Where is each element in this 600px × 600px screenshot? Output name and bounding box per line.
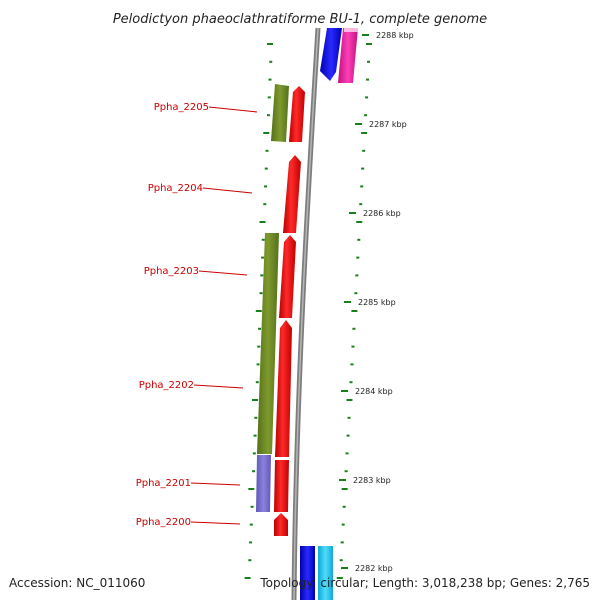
gene-features — [256, 28, 358, 600]
scale-label: 2284 kbp — [355, 387, 393, 396]
gene-leader-line — [208, 106, 258, 113]
scale-label: 2282 kbp — [355, 564, 393, 573]
topology-text: Topology: circular; Length: 3,018,238 bp… — [260, 576, 590, 590]
gene-label[interactable]: Ppha_2200 — [136, 517, 191, 528]
gene-label-item[interactable]: Ppha_2200 — [136, 517, 241, 528]
gene-label[interactable]: Ppha_2204 — [148, 183, 203, 194]
cds-ppha-2200[interactable] — [274, 513, 288, 536]
cds-ppha-2204[interactable] — [283, 155, 301, 233]
scale-label: 2283 kbp — [353, 476, 391, 485]
scale-mark: 2285 kbp — [344, 298, 396, 307]
scale-mark: 2282 kbp — [341, 564, 393, 573]
gene-label-item[interactable]: Ppha_2202 — [139, 380, 244, 391]
genome-backbone-highlight — [293, 27, 319, 600]
gene-label[interactable]: Ppha_2203 — [144, 266, 199, 277]
scale-mark: 2288 kbp — [362, 31, 414, 40]
inner-tick-track — [244, 43, 273, 579]
cds-ppha-2202[interactable] — [275, 320, 292, 457]
gene-label-item[interactable]: Ppha_2205 — [154, 102, 258, 113]
gene-labels: Ppha_2205 Ppha_2204 Ppha_2203 Ppha_2202 … — [136, 102, 258, 528]
scale-mark: 2286 kbp — [349, 209, 401, 218]
cds-ppha-2203-red[interactable] — [279, 235, 296, 318]
scale-axis: 2288 kbp 2287 kbp 2286 kbp 2285 kbp 2284… — [339, 31, 414, 573]
scale-mark: 2283 kbp — [339, 476, 391, 485]
cds-ppha-2201-red[interactable] — [274, 460, 289, 512]
cds-ppha-2203[interactable] — [257, 233, 279, 454]
gene-leader-line — [190, 482, 241, 486]
cds-ppha-2201[interactable] — [256, 455, 271, 512]
gene-label[interactable]: Ppha_2201 — [136, 478, 191, 489]
cds-blue-top[interactable] — [320, 28, 342, 81]
gene-leader-line — [193, 384, 244, 389]
gene-label-item[interactable]: Ppha_2203 — [144, 266, 248, 277]
map-title: Pelodictyon phaeoclathratiforme BU-1, co… — [113, 12, 487, 27]
scale-mark: 2287 kbp — [355, 120, 407, 129]
cds-ppha-2205[interactable] — [271, 84, 289, 142]
gene-label-item[interactable]: Ppha_2204 — [148, 183, 253, 194]
cds-cyan-bottom[interactable] — [318, 546, 333, 600]
gene-leader-line — [190, 521, 241, 525]
cds-magenta-top-ext[interactable] — [344, 28, 358, 32]
gene-label[interactable]: Ppha_2202 — [139, 380, 194, 391]
scale-mark: 2284 kbp — [341, 387, 393, 396]
outer-tick-track — [336, 43, 372, 579]
gene-label[interactable]: Ppha_2205 — [154, 102, 209, 113]
accession-text: Accession: NC_011060 — [9, 576, 146, 590]
scale-label: 2288 kbp — [376, 31, 414, 40]
cds-blue-bottom[interactable] — [300, 546, 315, 600]
cds-ppha-2205-red[interactable] — [289, 86, 305, 142]
scale-label: 2285 kbp — [358, 298, 396, 307]
gene-leader-line — [198, 270, 248, 276]
scale-label: 2287 kbp — [369, 120, 407, 129]
scale-label: 2286 kbp — [363, 209, 401, 218]
gene-label-item[interactable]: Ppha_2201 — [136, 478, 241, 489]
cds-magenta-top[interactable] — [338, 28, 358, 83]
gene-leader-line — [202, 187, 253, 194]
